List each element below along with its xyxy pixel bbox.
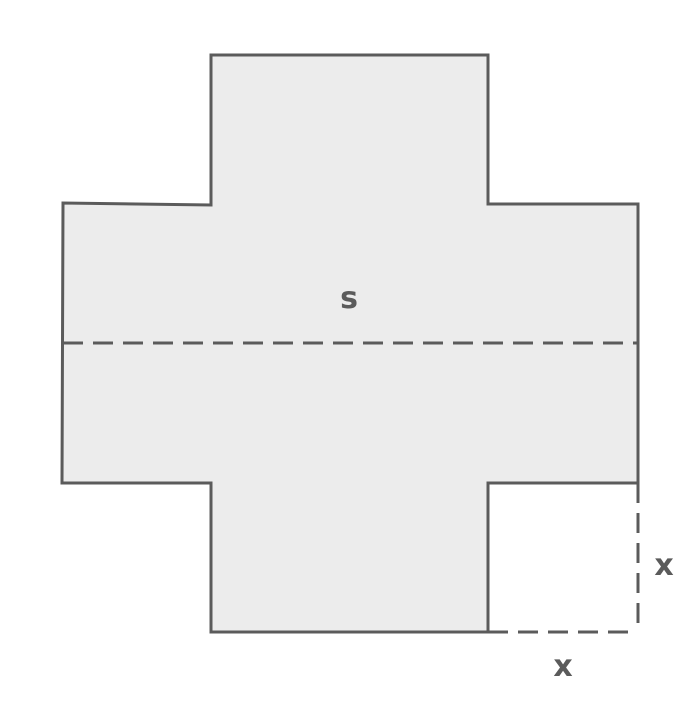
side-label: s [340, 281, 358, 316]
corner-height-label: x [654, 548, 673, 583]
corner-width-label: x [553, 649, 572, 684]
